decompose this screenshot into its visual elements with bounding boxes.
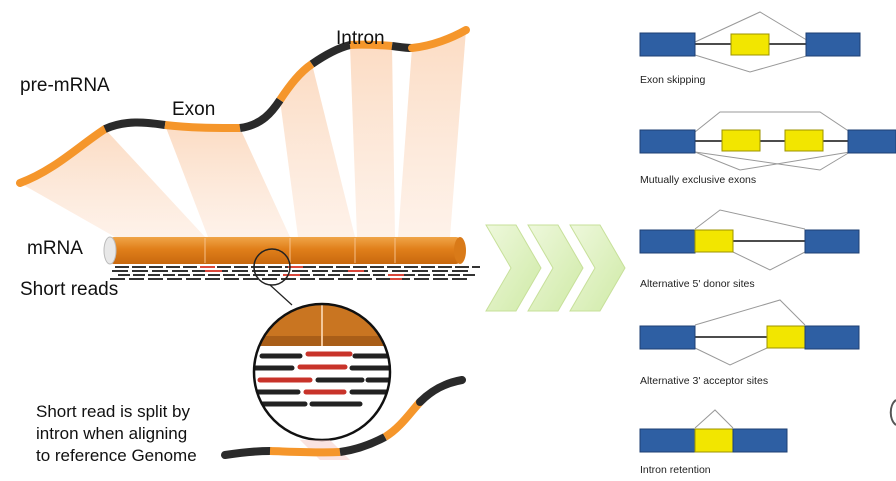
pre-mrna-strand	[16, 26, 470, 187]
panel-alternative-3-acceptor	[639, 299, 860, 366]
intron-label: Intron	[336, 28, 385, 49]
reference-genome-strand	[221, 376, 466, 459]
panel-alternative-5-donor	[639, 209, 860, 271]
panel-exon-skipping	[639, 11, 861, 73]
exon-projection-fans	[20, 30, 466, 237]
mrna-tube	[103, 236, 466, 265]
caption-alternative-5-donor-sites: Alternative 5' donor sites	[640, 278, 755, 290]
chevron-arrows	[485, 224, 626, 312]
edge-artifact	[889, 399, 896, 426]
panel-mutually-exclusive-exons	[639, 111, 896, 171]
split-note-line-2: intron when aligning	[36, 424, 188, 443]
caption-exon-skipping: Exon skipping	[640, 74, 706, 86]
caption-intron-retention: Intron retention	[640, 464, 711, 476]
caption-mutually-exclusive-exons: Mutually exclusive exons	[640, 174, 757, 186]
split-note-line-1: Short read is split by	[36, 402, 191, 421]
short-reads-label: Short reads	[20, 279, 119, 300]
caption-alternative-3-acceptor-sites: Alternative 3' acceptor sites	[640, 375, 769, 387]
pre-mrna-label: pre-mRNA	[20, 75, 110, 96]
split-note-line-3: to reference Genome	[36, 446, 197, 465]
exon-label: Exon	[172, 99, 216, 120]
short-reads	[110, 266, 480, 280]
magnifier	[252, 248, 392, 460]
panel-intron-retention	[639, 409, 788, 453]
mrna-label: mRNA	[27, 238, 83, 259]
